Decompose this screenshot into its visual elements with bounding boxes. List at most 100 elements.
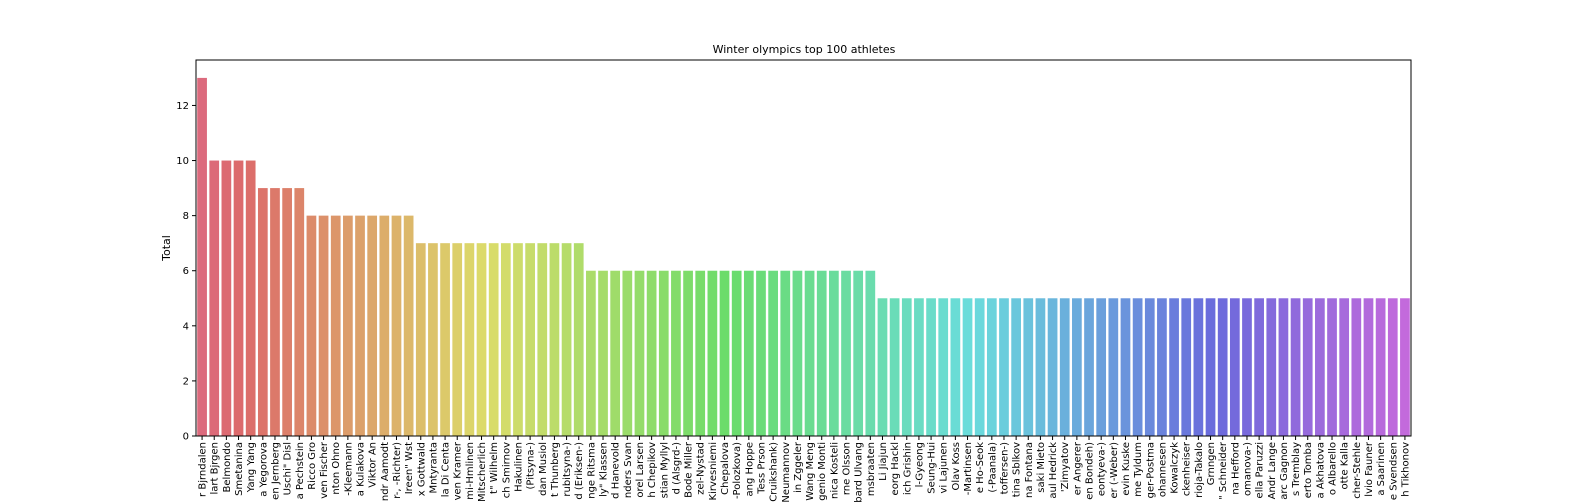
x-tick-label: tina Sblkov xyxy=(1012,442,1023,497)
bar xyxy=(306,215,317,436)
x-tick-label: Kowalczyk xyxy=(1170,442,1181,494)
bar xyxy=(209,160,220,437)
x-tick-label: nders Svan xyxy=(623,442,634,498)
bar xyxy=(245,160,256,437)
bar xyxy=(695,270,706,436)
x-tick-label: (Pitsyna-) xyxy=(526,442,537,490)
x-tick-label: ohannesen xyxy=(1157,442,1168,497)
x-tick-label: me Tyldum xyxy=(1133,442,1144,497)
x-tick-label: Chepalova xyxy=(720,442,731,495)
bar xyxy=(1363,298,1374,436)
x-tick-label: a Saarinen xyxy=(1376,442,1387,496)
x-tick-label: o Albarello xyxy=(1328,442,1339,495)
x-tick-label: Kirvesniemi xyxy=(708,442,719,501)
bar xyxy=(464,243,475,436)
x-tick-label: Mntyranta xyxy=(428,442,439,493)
x-tick-label: aul Hedrick xyxy=(1048,442,1059,499)
bar xyxy=(1254,298,1264,436)
bar xyxy=(683,270,693,436)
x-tick-label: ven Fischer xyxy=(319,441,330,499)
bar xyxy=(270,188,280,436)
x-tick-label: toffersen-) xyxy=(999,442,1010,495)
bar xyxy=(513,243,523,436)
bar xyxy=(573,243,584,436)
bar xyxy=(1193,298,1204,436)
x-tick-label: Tess Prson xyxy=(756,442,767,495)
bar xyxy=(816,270,827,436)
x-tick-label: arc Gagnon xyxy=(1279,442,1290,500)
bar xyxy=(634,270,645,436)
bar xyxy=(829,270,839,436)
bar xyxy=(294,188,305,436)
x-tick-label: " Schneider xyxy=(1218,441,1229,500)
bar xyxy=(561,243,572,436)
y-axis-label: Total xyxy=(160,235,173,262)
bar xyxy=(1132,298,1143,436)
x-tick-label: na Hefford xyxy=(1230,442,1241,495)
x-tick-label: h Chepikov xyxy=(647,442,658,498)
x-tick-label: -Polozkova) xyxy=(732,442,743,499)
x-tick-label: eontyeva-) xyxy=(1097,442,1108,496)
y-tick-label: 10 xyxy=(176,156,189,167)
bar xyxy=(415,243,426,436)
x-tick-label: a Pechstein xyxy=(295,442,306,499)
x-tick-label: Li Jiajun xyxy=(878,442,889,481)
y-tick-label: 2 xyxy=(183,376,189,387)
x-tick-label: Neumannov xyxy=(781,442,792,503)
x-tick-label: (-Paanala) xyxy=(987,442,998,493)
x-tick-label: Andr Lange xyxy=(1267,442,1278,499)
x-tick-label: d (Alsgrd-) xyxy=(671,442,682,494)
bar xyxy=(731,270,742,436)
bar xyxy=(901,298,912,436)
bar xyxy=(962,298,973,436)
bar xyxy=(428,243,438,436)
bar xyxy=(343,215,353,436)
x-tick-label: msbraaten xyxy=(866,442,877,496)
bar xyxy=(1327,298,1337,436)
bar xyxy=(646,270,657,436)
x-tick-label: e Svendsen xyxy=(1388,442,1399,500)
x-tick-label: Smetanina xyxy=(234,442,245,496)
x-tick-label: zel-Nystad xyxy=(696,442,707,495)
x-tick-label: saki Mieto xyxy=(1036,442,1047,493)
bar xyxy=(221,160,232,437)
bar xyxy=(367,215,378,436)
y-tick-label: 0 xyxy=(183,432,189,443)
y-tick-label: 6 xyxy=(183,266,189,277)
x-tick-label: ang Hoppe xyxy=(744,442,755,496)
bar xyxy=(938,298,949,436)
y-tick-label: 4 xyxy=(183,321,189,332)
bar xyxy=(391,215,402,436)
x-tick-label: -Kleemann xyxy=(343,442,354,496)
x-tick-label: lvio Fauner xyxy=(1364,441,1375,497)
bar xyxy=(330,215,341,436)
x-tick-label: Ireen" Wst xyxy=(404,442,415,494)
bar xyxy=(926,298,936,436)
bar xyxy=(853,270,864,436)
bar xyxy=(1035,298,1046,436)
bar xyxy=(719,270,730,436)
bar xyxy=(282,188,292,436)
x-tick-label: Grnngen xyxy=(1206,442,1217,485)
x-tick-label: ndr Aamodt xyxy=(380,442,391,501)
x-tick-label: na Fontana xyxy=(1024,442,1035,498)
bar xyxy=(1047,298,1058,436)
x-tick-label: dan Musiol xyxy=(538,442,549,496)
bar xyxy=(537,243,548,436)
bar xyxy=(318,215,329,436)
bar xyxy=(1072,298,1082,436)
x-tick-label: bard Ulvang xyxy=(854,442,865,503)
bar xyxy=(1108,298,1119,436)
bar xyxy=(1169,298,1179,436)
bar xyxy=(974,298,985,436)
x-tick-label: ich Grishin xyxy=(902,442,913,495)
x-tick-label: t Thunberg xyxy=(550,442,561,497)
bar xyxy=(865,270,876,436)
x-tick-label: er (-Weber) xyxy=(1109,442,1120,499)
bar xyxy=(452,243,463,436)
x-tick-label: d (Eriksen-) xyxy=(574,442,585,500)
x-tick-label: lart Bjrgen xyxy=(210,442,221,495)
bar xyxy=(1278,298,1289,436)
x-tick-label: nica Kosteli xyxy=(829,442,840,499)
